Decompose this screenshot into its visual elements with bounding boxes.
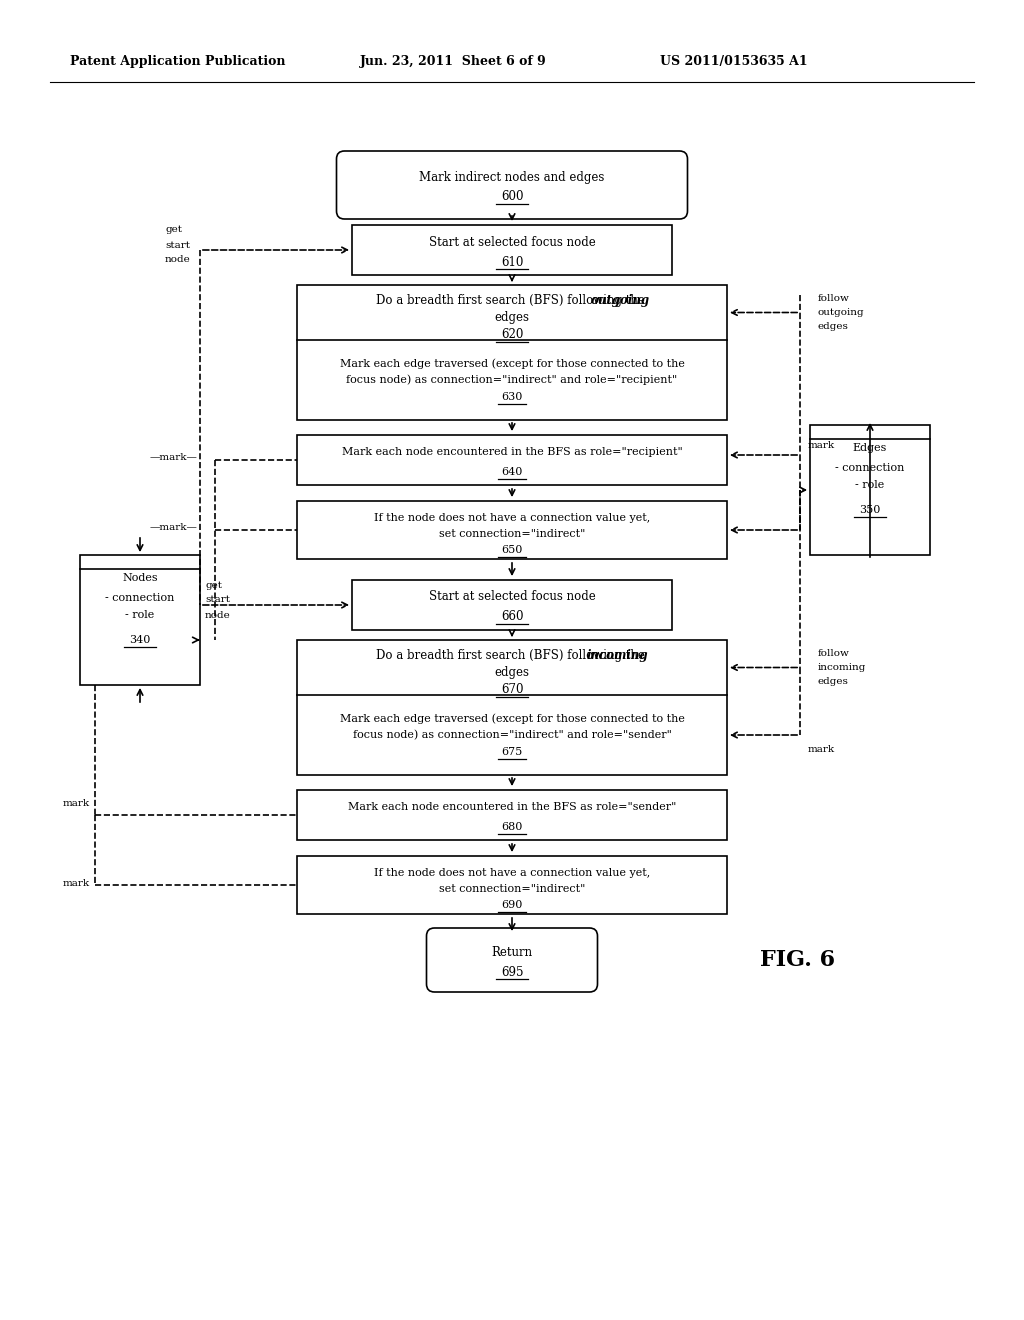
Text: 610: 610 <box>501 256 523 268</box>
Text: 630: 630 <box>502 392 522 403</box>
Text: edges: edges <box>818 677 849 686</box>
Text: mark: mark <box>62 879 90 887</box>
Text: outgoing: outgoing <box>591 294 649 308</box>
Text: Mark each node encountered in the BFS as role="sender": Mark each node encountered in the BFS as… <box>348 803 676 812</box>
Text: 695: 695 <box>501 965 523 978</box>
Text: Do a breadth first search (BFS) following the: Do a breadth first search (BFS) followin… <box>376 294 648 308</box>
Text: Return: Return <box>492 945 532 958</box>
Text: Patent Application Publication: Patent Application Publication <box>70 55 286 69</box>
Text: follow: follow <box>818 294 850 304</box>
Text: 620: 620 <box>501 327 523 341</box>
Text: - connection: - connection <box>836 463 904 473</box>
Text: mark: mark <box>808 744 836 754</box>
Text: start: start <box>165 240 190 249</box>
Text: set connection="indirect": set connection="indirect" <box>439 529 585 539</box>
FancyBboxPatch shape <box>427 928 597 993</box>
Bar <box>297 640 727 775</box>
Text: —mark—: —mark— <box>150 454 197 462</box>
Text: focus node) as connection="indirect" and role="sender": focus node) as connection="indirect" and… <box>352 730 672 741</box>
Text: US 2011/0153635 A1: US 2011/0153635 A1 <box>660 55 808 69</box>
Text: set connection="indirect": set connection="indirect" <box>439 884 585 894</box>
Text: Start at selected focus node: Start at selected focus node <box>429 590 595 603</box>
Text: mark: mark <box>62 799 90 808</box>
Bar <box>297 502 727 558</box>
Text: Mark each node encountered in the BFS as role="recipient": Mark each node encountered in the BFS as… <box>342 447 682 457</box>
Text: 600: 600 <box>501 190 523 203</box>
Text: FIG. 6: FIG. 6 <box>760 949 836 972</box>
Text: 340: 340 <box>129 635 151 645</box>
Text: follow: follow <box>818 649 850 657</box>
Text: 660: 660 <box>501 610 523 623</box>
Bar <box>297 789 727 840</box>
Bar <box>297 436 727 484</box>
Text: node: node <box>165 256 190 264</box>
Text: 650: 650 <box>502 545 522 554</box>
Bar <box>297 285 727 420</box>
Text: node: node <box>205 610 230 619</box>
Text: focus node) as connection="indirect" and role="recipient": focus node) as connection="indirect" and… <box>346 375 678 385</box>
Text: edges: edges <box>495 667 529 678</box>
Text: Jun. 23, 2011  Sheet 6 of 9: Jun. 23, 2011 Sheet 6 of 9 <box>360 55 547 69</box>
Text: get: get <box>205 581 222 590</box>
Text: 670: 670 <box>501 682 523 696</box>
Text: incoming: incoming <box>818 663 866 672</box>
Text: edges: edges <box>495 312 529 323</box>
Bar <box>810 425 930 554</box>
Text: If the node does not have a connection value yet,: If the node does not have a connection v… <box>374 869 650 878</box>
Text: 690: 690 <box>502 900 522 909</box>
Bar <box>352 579 672 630</box>
Bar <box>352 224 672 275</box>
Text: Mark indirect nodes and edges: Mark indirect nodes and edges <box>419 170 605 183</box>
Text: - role: - role <box>125 610 155 620</box>
Bar <box>80 554 200 685</box>
Text: Start at selected focus node: Start at selected focus node <box>429 235 595 248</box>
Text: - role: - role <box>855 480 885 490</box>
Text: 680: 680 <box>502 822 522 832</box>
Text: Edges: Edges <box>853 444 887 453</box>
Text: start: start <box>205 595 230 605</box>
Text: get: get <box>165 226 182 235</box>
Text: mark: mark <box>808 441 836 450</box>
Text: incoming: incoming <box>586 649 648 663</box>
Text: Nodes: Nodes <box>122 573 158 583</box>
Text: If the node does not have a connection value yet,: If the node does not have a connection v… <box>374 513 650 523</box>
Text: Do a breadth first search (BFS) following the: Do a breadth first search (BFS) followin… <box>376 649 648 663</box>
Text: 350: 350 <box>859 506 881 515</box>
Text: 675: 675 <box>502 747 522 756</box>
Bar <box>297 855 727 913</box>
Text: Mark each edge traversed (except for those connected to the: Mark each edge traversed (except for tho… <box>340 714 684 725</box>
Text: edges: edges <box>818 322 849 331</box>
Text: outgoing: outgoing <box>818 308 864 317</box>
Text: Mark each edge traversed (except for those connected to the: Mark each edge traversed (except for tho… <box>340 359 684 370</box>
Text: - connection: - connection <box>105 593 175 603</box>
Text: 640: 640 <box>502 467 522 477</box>
FancyBboxPatch shape <box>337 150 687 219</box>
Text: —mark—: —mark— <box>150 524 197 532</box>
